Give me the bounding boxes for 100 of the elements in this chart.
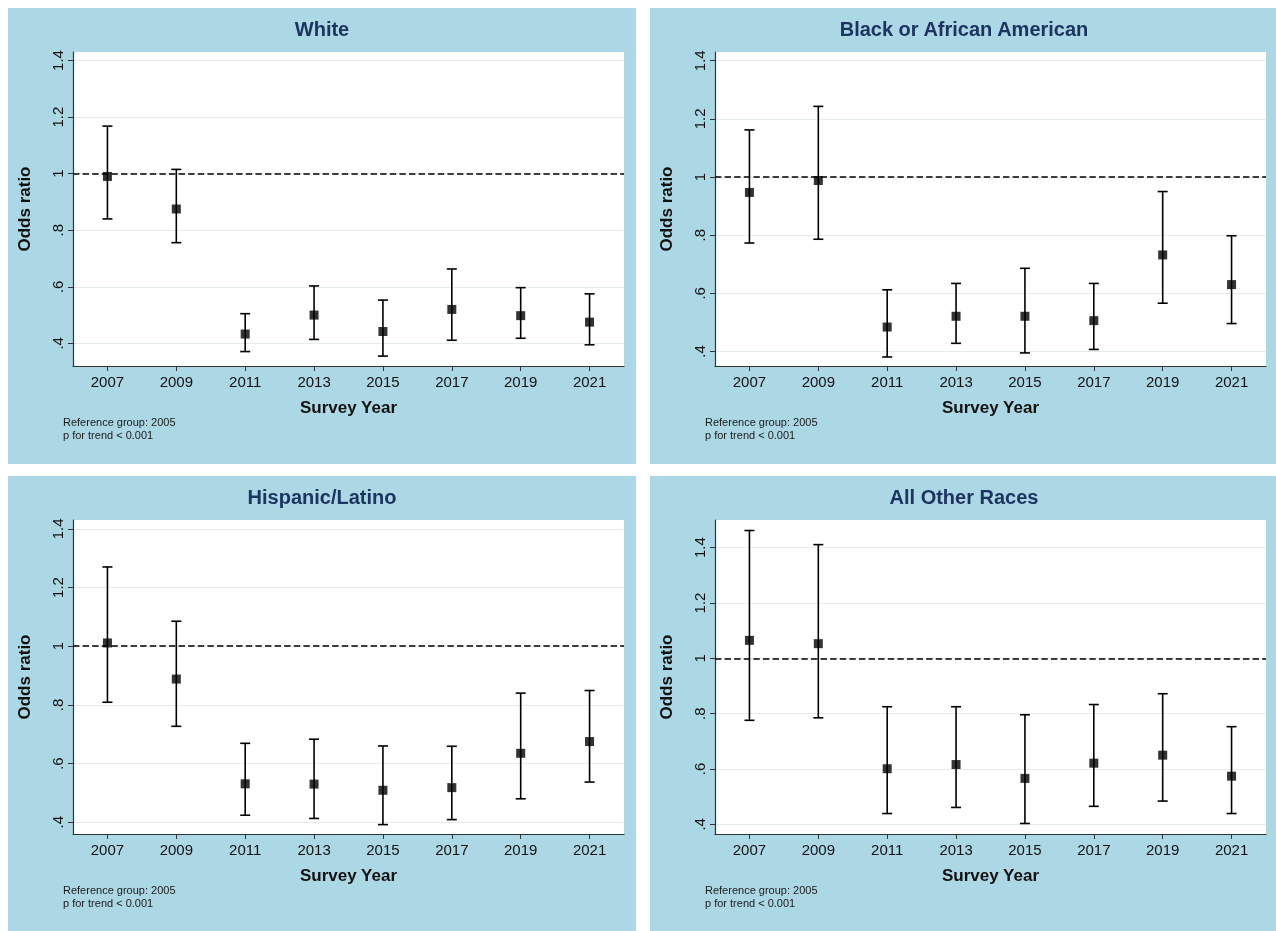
y-tick-label: .4 <box>49 816 66 829</box>
x-axis-title: Survey Year <box>941 866 1040 885</box>
chart-title: Black or African American <box>839 18 1089 40</box>
y-tick-label: 1.4 <box>691 50 708 72</box>
x-tick-label: 2017 <box>1077 373 1111 390</box>
point <box>447 304 457 314</box>
y-tick-label: .8 <box>691 228 708 242</box>
point <box>378 326 388 336</box>
y-tick-label: .8 <box>49 698 66 712</box>
point <box>585 737 595 747</box>
y-tick-label: 1.2 <box>691 592 708 614</box>
y-tick-label: .6 <box>691 762 708 776</box>
point <box>516 748 526 758</box>
y-tick-label: .6 <box>49 280 66 294</box>
x-axis-title: Survey Year <box>299 866 398 885</box>
point <box>171 674 181 684</box>
point <box>744 635 754 645</box>
point <box>516 311 526 321</box>
y-tick-label: 1.2 <box>49 106 66 128</box>
text: p for trend < 0.001 <box>63 896 154 909</box>
x-tick-label: 2019 <box>1146 373 1180 390</box>
x-tick-label: 2007 <box>732 373 767 390</box>
y-tick-label: 1.4 <box>49 50 66 71</box>
point <box>1158 750 1168 760</box>
point <box>447 783 457 793</box>
point <box>744 187 754 197</box>
x-tick-label: 2009 <box>159 373 193 390</box>
x-tick-label: 2007 <box>90 841 125 858</box>
x-tick-label: 2021 <box>1214 841 1249 858</box>
y-tick-label: .6 <box>49 757 66 770</box>
x-tick-label: 2007 <box>90 373 125 390</box>
point <box>309 310 319 320</box>
x-tick-label: 2021 <box>572 373 607 390</box>
x-tick-label: 2021 <box>572 841 607 858</box>
point <box>951 311 961 321</box>
point <box>102 638 112 648</box>
y-axis-title: Odds ratio <box>15 634 34 720</box>
point <box>1227 771 1237 781</box>
y-tick-label: 1.4 <box>691 537 708 559</box>
x-axis-title: Survey Year <box>941 398 1040 417</box>
x-tick-label: 2011 <box>871 841 904 858</box>
x-tick-label: 2017 <box>435 373 469 390</box>
y-tick-label: .6 <box>691 287 708 300</box>
point <box>813 639 823 649</box>
x-tick-label: 2019 <box>1146 841 1180 858</box>
point <box>309 779 319 789</box>
y-tick-label: 1 <box>49 642 66 651</box>
x-tick-label: 2009 <box>801 841 835 858</box>
y-tick-label: 1.2 <box>49 577 66 598</box>
chart-title: White <box>294 18 350 40</box>
text: p for trend < 0.001 <box>63 428 154 441</box>
x-tick-label: 2017 <box>1077 841 1111 858</box>
y-tick-label: .8 <box>691 707 708 720</box>
x-tick-label: 2011 <box>229 373 262 390</box>
point <box>882 322 892 332</box>
x-tick-label: 2013 <box>297 841 331 858</box>
y-tick-label: .4 <box>49 337 66 350</box>
x-tick-label: 2007 <box>732 841 767 858</box>
x-tick-label: 2017 <box>435 841 469 858</box>
point <box>951 760 961 770</box>
point <box>1089 316 1099 326</box>
point <box>240 779 250 789</box>
y-tick-label: .4 <box>691 345 708 358</box>
y-tick-label: 1.4 <box>49 518 66 540</box>
y-axis-title: Odds ratio <box>657 166 676 252</box>
point <box>240 329 250 339</box>
x-axis-title: Survey Year <box>299 398 398 417</box>
point <box>813 176 823 186</box>
x-tick-label: 2011 <box>871 373 904 390</box>
x-tick-label: 2009 <box>801 373 835 390</box>
y-tick-label: 1 <box>49 169 66 178</box>
point <box>1158 250 1168 260</box>
point <box>171 204 181 214</box>
x-tick-label: 2015 <box>1008 373 1042 390</box>
point <box>585 317 595 327</box>
x-tick-label: 2013 <box>297 373 331 390</box>
y-tick-label: .8 <box>49 223 66 237</box>
point <box>1020 773 1030 783</box>
chart-title: All Other Races <box>889 486 1039 508</box>
chart-title: Hispanic/Latino <box>247 486 397 508</box>
x-tick-label: 2013 <box>939 841 973 858</box>
x-tick-label: 2015 <box>366 373 400 390</box>
text: Reference group: 2005 <box>705 883 818 896</box>
point <box>882 764 892 774</box>
x-tick-label: 2011 <box>229 841 262 858</box>
y-tick-label: 1 <box>691 172 708 182</box>
text: p for trend < 0.001 <box>705 896 796 909</box>
x-tick-label: 2015 <box>1008 841 1042 858</box>
y-tick-label: .4 <box>691 818 708 831</box>
x-tick-label: 2019 <box>504 373 538 390</box>
text: Reference group: 2005 <box>63 415 176 428</box>
y-axis-title: Odds ratio <box>657 634 676 720</box>
point <box>102 171 112 181</box>
point <box>1020 311 1030 321</box>
x-tick-label: 2013 <box>939 373 973 390</box>
x-tick-label: 2021 <box>1214 373 1249 390</box>
point <box>1089 758 1099 768</box>
text: Reference group: 2005 <box>705 415 818 428</box>
text: Reference group: 2005 <box>63 883 176 896</box>
y-axis-title: Odds ratio <box>15 166 34 252</box>
